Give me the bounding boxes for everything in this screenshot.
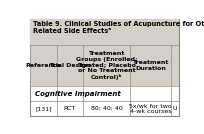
Text: 80; 40; 40: 80; 40; 40 (91, 106, 122, 111)
Text: 5x/wk for two
4-wk courses: 5x/wk for two 4-wk courses (129, 103, 172, 114)
Text: RCT: RCT (64, 106, 76, 111)
Text: [131]: [131] (35, 106, 52, 111)
Text: Reference: Reference (26, 63, 61, 68)
Text: Treatment
Groups (Enrolled;
Treated; Placebo
or No Treatment
Control)ᵇ: Treatment Groups (Enrolled; Treated; Pla… (76, 51, 137, 80)
Text: Cognitive Impairment: Cognitive Impairment (35, 90, 121, 96)
Text: Trial Design: Trial Design (49, 63, 90, 68)
Text: U: U (173, 106, 177, 111)
Bar (30, 19, 179, 45)
Bar (30, 45, 179, 86)
Text: Treatment
Duration: Treatment Duration (132, 60, 169, 71)
Text: Table 9. Clinical Studies of Acupuncture for Other Cancer-Re
Related Side Effect: Table 9. Clinical Studies of Acupuncture… (33, 21, 204, 34)
